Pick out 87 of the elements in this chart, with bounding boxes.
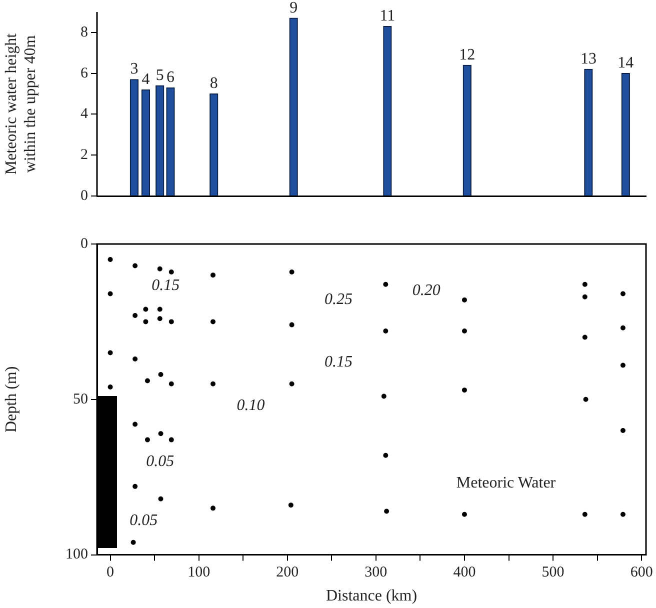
point <box>168 269 174 274</box>
y-axis-title: Depth (m) <box>2 366 20 432</box>
point <box>210 506 216 511</box>
annotation: 0.05 <box>130 512 158 529</box>
x-tick-label: 200 <box>276 564 299 581</box>
point <box>582 282 588 287</box>
x-tick-label: 400 <box>453 564 476 581</box>
point <box>383 328 388 334</box>
point <box>157 316 162 322</box>
point <box>620 512 626 517</box>
y-tick-label: 2 <box>80 147 88 164</box>
point <box>158 431 164 436</box>
y-tick-label: 0 <box>80 188 88 204</box>
point <box>108 350 113 356</box>
point <box>462 328 467 334</box>
x-tick-label: 600 <box>630 564 653 581</box>
annotation: 0.10 <box>236 396 265 414</box>
annotation: 14 <box>618 54 634 72</box>
annotation: 8 <box>210 74 218 92</box>
point <box>144 437 150 442</box>
annotation: Meteoric Water <box>456 474 556 492</box>
point <box>289 381 294 386</box>
point <box>583 396 588 402</box>
point <box>158 496 164 502</box>
point <box>582 512 588 517</box>
y-tick-label: 100 <box>66 546 88 563</box>
y-tick-label: 6 <box>80 65 88 82</box>
point <box>383 452 388 458</box>
y-tick-label: 0 <box>80 236 88 252</box>
point <box>158 372 164 378</box>
point <box>132 484 138 489</box>
y-tick-label: 8 <box>80 24 88 40</box>
point <box>210 272 216 278</box>
annotation: 12 <box>459 46 476 64</box>
x-axis-title: Distance (km) <box>326 588 418 605</box>
point <box>289 269 294 274</box>
y-tick-label: 50 <box>73 391 88 408</box>
point <box>383 282 388 287</box>
x-tick-label: 500 <box>542 564 564 581</box>
annotation: 11 <box>380 8 396 25</box>
point <box>168 381 174 386</box>
point <box>620 362 626 368</box>
point <box>108 291 113 296</box>
point <box>132 422 138 427</box>
annotation: 4 <box>142 70 150 88</box>
y-axis-title: Meteoric water height within the upper 40m <box>2 32 40 175</box>
annotation: 6 <box>166 68 174 86</box>
point <box>143 319 148 324</box>
annotation: 0.15 <box>324 353 353 370</box>
point <box>157 266 162 272</box>
x-tick-label: 300 <box>364 564 388 581</box>
point <box>168 437 174 442</box>
annotation: 0.20 <box>412 282 440 299</box>
annotation: 0.25 <box>324 291 353 308</box>
point <box>620 428 626 433</box>
point <box>620 291 626 296</box>
point <box>620 325 626 330</box>
annotation: 0.05 <box>146 452 174 470</box>
point <box>462 297 467 302</box>
point <box>384 508 390 514</box>
x-tick-label: 0 <box>106 564 114 581</box>
annotation: 3 <box>130 60 138 78</box>
point <box>288 502 294 508</box>
annotation: 5 <box>156 66 164 84</box>
annotation: 9 <box>290 0 298 16</box>
point <box>108 257 113 262</box>
point <box>143 306 148 312</box>
point <box>462 388 467 393</box>
y-tick-label: 4 <box>80 106 88 122</box>
point <box>210 381 216 386</box>
point <box>582 294 588 300</box>
point <box>582 334 588 340</box>
point <box>168 319 174 324</box>
annotation: 0.15 <box>152 277 180 294</box>
point <box>132 356 138 362</box>
annotation: 13 <box>580 50 596 68</box>
point <box>381 394 386 399</box>
point <box>210 319 216 324</box>
point <box>289 322 294 328</box>
point <box>462 512 467 517</box>
point <box>108 384 113 390</box>
point <box>132 263 138 268</box>
point <box>130 540 136 545</box>
point <box>144 378 150 384</box>
point <box>157 306 162 312</box>
x-tick-label: 100 <box>188 564 210 581</box>
point <box>132 312 138 318</box>
